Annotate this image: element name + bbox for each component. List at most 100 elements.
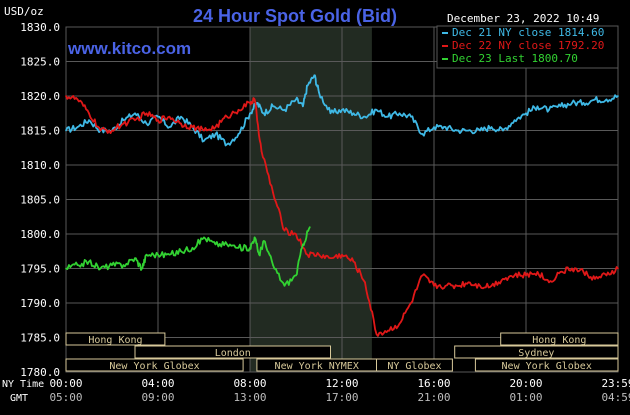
series-point-1 xyxy=(341,253,343,256)
series-point-1 xyxy=(306,253,309,256)
legend-entry: Dec 23 Last 1800.70 xyxy=(452,52,578,65)
session-bar xyxy=(474,358,619,372)
series-point-0 xyxy=(180,115,182,118)
series-point-1 xyxy=(237,109,240,111)
series-point-0 xyxy=(272,105,274,108)
series-point-1 xyxy=(352,260,355,263)
series-line-2 xyxy=(65,226,311,287)
session-label: New York Globex xyxy=(502,361,592,372)
series-point-1 xyxy=(467,281,470,284)
series-point-1 xyxy=(111,129,113,132)
session-label: New York NYMEX xyxy=(275,361,359,372)
series-point-1 xyxy=(253,98,256,101)
series-point-0 xyxy=(318,91,320,94)
y-tick-label: 1810.0 xyxy=(20,159,60,172)
session-bar xyxy=(376,358,453,372)
series-point-1 xyxy=(490,284,493,287)
series-point-1 xyxy=(364,281,366,284)
series-point-1 xyxy=(283,229,286,232)
series-point-0 xyxy=(237,133,240,135)
series-point-2 xyxy=(258,253,261,256)
series-point-0 xyxy=(203,140,205,142)
series-point-0 xyxy=(122,119,125,121)
series-point-1 xyxy=(329,257,332,259)
session-bar xyxy=(65,358,244,372)
series-point-0 xyxy=(444,126,447,128)
series-point-1 xyxy=(582,271,585,273)
series-point-0 xyxy=(329,112,332,115)
series-point-1 xyxy=(122,122,125,125)
series-point-2 xyxy=(168,253,171,256)
x-tick-label: 23:59 xyxy=(601,377,630,390)
series-point-1 xyxy=(456,284,458,287)
session-label: New York Globex xyxy=(109,361,199,372)
series-point-1 xyxy=(525,274,527,277)
series-point-2 xyxy=(283,284,286,287)
y-axis: 1830.0 1825.0 1820.0 1815.0 1810.0 1805.0 1800… xyxy=(20,21,60,379)
series-point-1 xyxy=(191,126,194,128)
series-point-0 xyxy=(249,112,251,115)
series-point-2 xyxy=(180,250,182,253)
session-bar xyxy=(65,332,166,346)
series-point-2 xyxy=(111,264,113,266)
series-point-1 xyxy=(375,333,378,335)
series-point-1 xyxy=(548,281,550,284)
series-point-1 xyxy=(88,112,90,115)
series-point-1 xyxy=(605,274,608,277)
series-point-2 xyxy=(157,253,159,256)
series-point-0 xyxy=(352,112,355,115)
series-point-1 xyxy=(168,115,171,118)
legend-entry: Dec 22 NY close 1792.20 xyxy=(452,39,604,52)
ny-time-row-label: NY Time xyxy=(2,379,44,390)
series-point-1 xyxy=(145,112,148,115)
series-point-1 xyxy=(387,329,389,332)
series-point-0 xyxy=(490,126,493,128)
session-label: NY Globex xyxy=(387,361,441,372)
series-point-1 xyxy=(272,191,274,194)
series-layer xyxy=(65,74,619,337)
series-point-1 xyxy=(559,271,562,273)
series-point-1 xyxy=(444,284,447,287)
x-tick-label: 16:00 xyxy=(417,377,450,390)
series-point-0 xyxy=(145,122,148,125)
series-point-0 xyxy=(398,112,401,115)
series-point-0 xyxy=(214,133,217,135)
series-point-2 xyxy=(141,267,143,270)
series-point-2 xyxy=(203,236,205,239)
series-point-2 xyxy=(302,243,304,246)
session-label: Hong Kong xyxy=(88,335,142,346)
series-point-1 xyxy=(214,126,217,128)
series-point-0 xyxy=(387,115,389,118)
series-point-1 xyxy=(410,302,412,304)
series-point-1 xyxy=(433,284,435,287)
x-tick-gmt-label: 04:59 xyxy=(601,391,630,404)
series-point-1 xyxy=(134,119,136,121)
series-point-1 xyxy=(157,119,159,121)
y-tick-label: 1830.0 xyxy=(20,21,60,34)
series-point-0 xyxy=(364,115,366,118)
series-point-0 xyxy=(513,119,516,121)
session-label: London xyxy=(215,348,251,359)
series-point-0 xyxy=(502,129,504,132)
series-point-1 xyxy=(226,115,228,118)
series-line-1 xyxy=(65,95,619,337)
gmt-row-label: GMT xyxy=(10,393,28,404)
series-point-0 xyxy=(283,109,286,111)
x-tick-gmt-label: 01:00 xyxy=(509,391,542,404)
x-tick-label: 00:00 xyxy=(49,377,82,390)
legend-box xyxy=(436,25,619,69)
y-unit-label: USD/oz xyxy=(4,5,44,18)
series-point-2 xyxy=(249,247,251,249)
series-point-1 xyxy=(318,253,320,256)
x-tick-label: 08:00 xyxy=(233,377,266,390)
series-point-1 xyxy=(513,274,516,277)
series-point-0 xyxy=(341,109,343,111)
chart-title: 24 Hour Spot Gold (Bid) xyxy=(193,6,397,26)
series-point-0 xyxy=(256,102,258,104)
series-point-0 xyxy=(456,129,458,132)
series-point-1 xyxy=(295,233,297,235)
series-point-0 xyxy=(375,109,378,111)
